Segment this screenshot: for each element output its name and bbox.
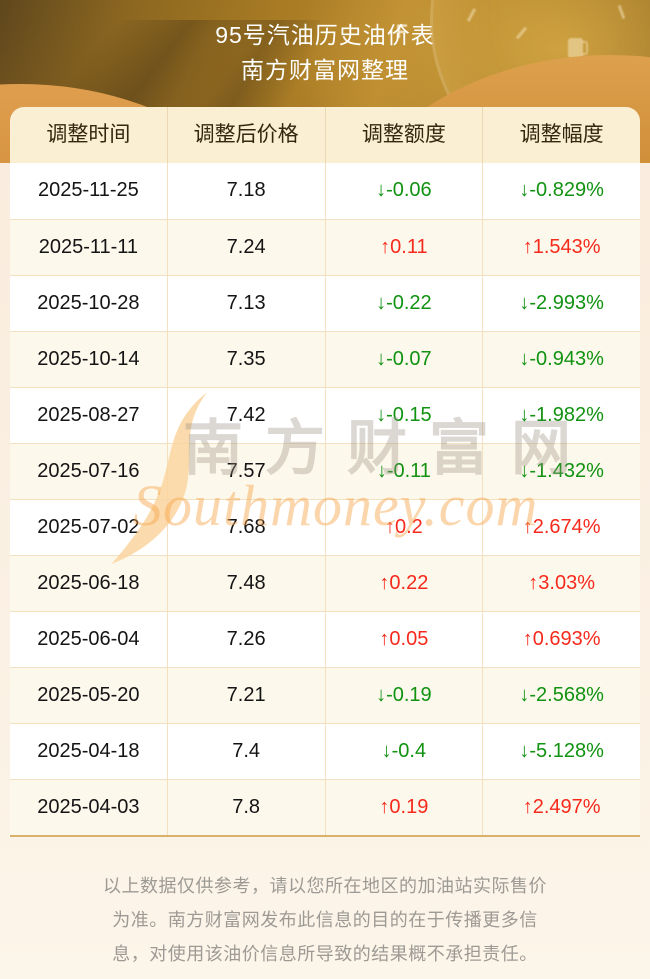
price-cell: 7.57 — [166, 444, 325, 499]
disclaimer-line: 息，对使用该油价信息所导致的结果概不承担责任。 — [112, 944, 538, 964]
price-cell: 7.35 — [166, 332, 325, 387]
pct-cell: ↑2.497% — [482, 780, 640, 835]
price-cell: 7.24 — [166, 220, 325, 275]
table-row: 2025-10-28 7.13 ↓-0.22 ↓-2.993% — [10, 275, 640, 331]
pct-cell: ↑1.543% — [482, 220, 640, 275]
date-cell: 2025-06-04 — [37, 628, 140, 650]
change-cell: ↓-0.07 — [324, 332, 483, 387]
change-cell: ↓-0.22 — [324, 276, 483, 331]
column-header-price: 调整后价格 — [166, 107, 325, 163]
change-cell: ↓-0.15 — [324, 388, 483, 443]
price-table: 2025-11-25 7.18 ↓-0.06 ↓-0.829% 2025-11-… — [10, 163, 640, 837]
change-cell: ↑0.05 — [324, 612, 483, 667]
disclaimer-line: 以上数据仅供参考，请以您所在地区的加油站实际售价 — [103, 876, 547, 896]
pct-cell: ↓-1.432% — [482, 444, 640, 499]
date-cell: 2025-10-28 — [37, 292, 140, 314]
date-cell: 2025-06-18 — [37, 572, 140, 594]
table-row: 2025-10-14 7.35 ↓-0.07 ↓-0.943% — [10, 331, 640, 387]
column-header-change: 调整额度 — [324, 107, 483, 163]
table-row: 2025-11-11 7.24 ↑0.11 ↑1.543% — [10, 219, 640, 275]
change-cell: ↓-0.19 — [324, 668, 483, 723]
change-cell: ↑0.2 — [324, 500, 483, 555]
change-cell: ↑0.19 — [324, 780, 483, 835]
table-row: 2025-07-16 7.57 ↓-0.11 ↓-1.432% — [10, 443, 640, 499]
change-cell: ↓-0.06 — [324, 163, 483, 219]
page-title: 95号汽油历史油价表 南方财富网整理 — [0, 18, 650, 88]
page-title-line2: 南方财富网整理 — [241, 57, 409, 83]
disclaimer-line: 为准。南方财富网发布此信息的目的在于传播更多信 — [112, 910, 538, 930]
change-cell: ↑0.11 — [324, 220, 483, 275]
pct-cell: ↓-5.128% — [482, 724, 640, 779]
date-cell: 2025-11-25 — [37, 179, 139, 201]
change-cell: ↑0.22 — [324, 556, 483, 611]
pct-cell: ↓-0.943% — [482, 332, 640, 387]
date-cell: 2025-05-20 — [37, 684, 140, 706]
gauge-full-mark: F — [396, 22, 408, 43]
table-row: 2025-06-18 7.48 ↑0.22 ↑3.03% — [10, 555, 640, 611]
date-cell: 2025-08-27 — [37, 404, 140, 426]
table-row: 2025-05-20 7.21 ↓-0.19 ↓-2.568% — [10, 667, 640, 723]
date-cell: 2025-07-02 — [37, 516, 140, 538]
price-cell: 7.18 — [166, 163, 325, 219]
disclaimer: 以上数据仅供参考，请以您所在地区的加油站实际售价 为准。南方财富网发布此信息的目的… — [0, 837, 650, 971]
table-row: 2025-11-25 7.18 ↓-0.06 ↓-0.829% — [10, 163, 640, 219]
price-cell: 7.4 — [166, 724, 325, 779]
pct-cell: ↓-1.982% — [482, 388, 640, 443]
pct-cell: ↓-0.829% — [482, 163, 640, 219]
change-cell: ↓-0.4 — [324, 724, 483, 779]
column-header-pct: 调整幅度 — [482, 107, 640, 163]
price-cell: 7.21 — [166, 668, 325, 723]
date-cell: 2025-04-18 — [37, 740, 140, 762]
page-title-line1: 95号汽油历史油价表 — [215, 22, 435, 48]
price-cell: 7.26 — [166, 612, 325, 667]
table-row: 2025-04-03 7.8 ↑0.19 ↑2.497% — [10, 779, 640, 835]
pct-cell: ↑3.03% — [482, 556, 640, 611]
price-cell: 7.13 — [166, 276, 325, 331]
table-row: 2025-07-02 7.68 ↑0.2 ↑2.674% — [10, 499, 640, 555]
price-cell: 7.8 — [166, 780, 325, 835]
table-header-row: 调整时间 调整后价格 调整额度 调整幅度 — [10, 107, 640, 163]
table-row: 2025-06-04 7.26 ↑0.05 ↑0.693% — [10, 611, 640, 667]
price-cell: 7.68 — [166, 500, 325, 555]
date-cell: 2025-04-03 — [37, 796, 140, 818]
pct-cell: ↑0.693% — [482, 612, 640, 667]
fuel-pump-icon — [568, 38, 588, 58]
date-cell: 2025-11-11 — [38, 236, 139, 258]
pct-cell: ↓-2.568% — [482, 668, 640, 723]
pct-cell: ↑2.674% — [482, 500, 640, 555]
date-cell: 2025-10-14 — [37, 348, 140, 370]
table-row: 2025-04-18 7.4 ↓-0.4 ↓-5.128% — [10, 723, 640, 779]
column-header-date: 调整时间 — [46, 123, 131, 146]
date-cell: 2025-07-16 — [37, 460, 140, 482]
table-row: 2025-08-27 7.42 ↓-0.15 ↓-1.982% — [10, 387, 640, 443]
price-cell: 7.48 — [166, 556, 325, 611]
pct-cell: ↓-2.993% — [482, 276, 640, 331]
change-cell: ↓-0.11 — [324, 444, 483, 499]
price-cell: 7.42 — [166, 388, 325, 443]
